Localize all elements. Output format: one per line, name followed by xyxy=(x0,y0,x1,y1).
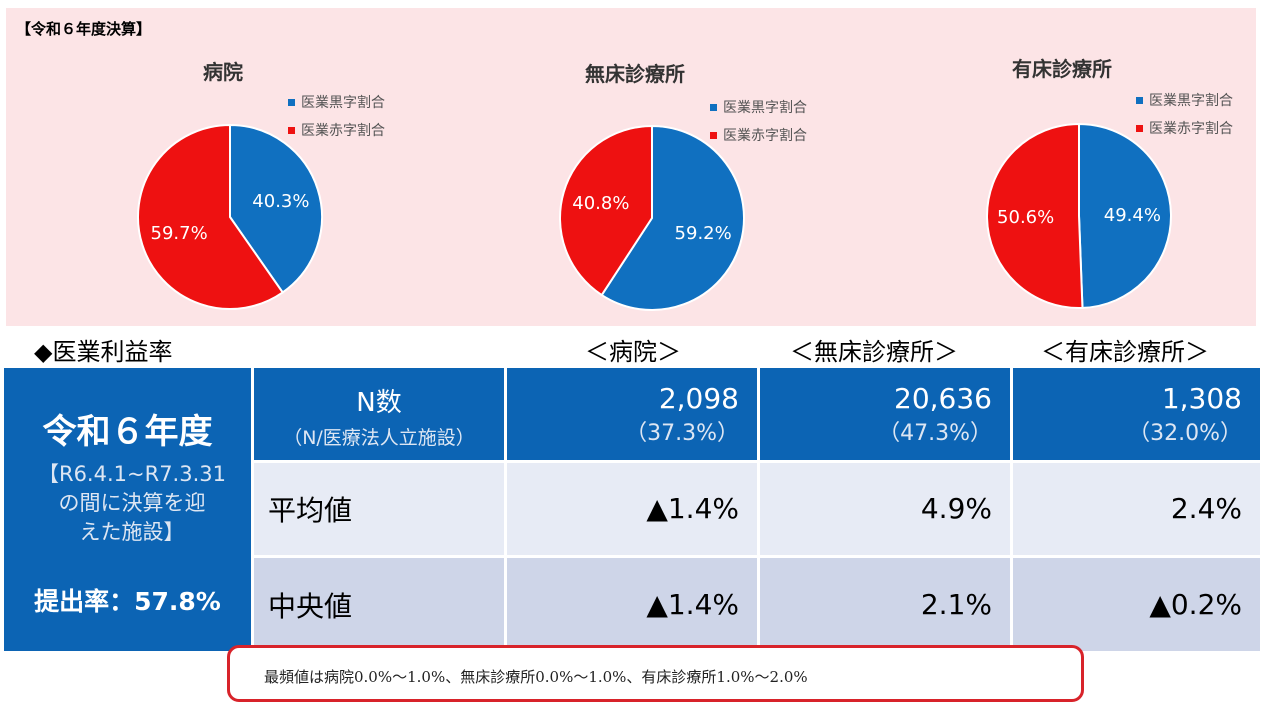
pie-slice-label: 50.6% xyxy=(997,207,1054,228)
section-title: ◆医業利益率 xyxy=(34,338,173,366)
pie-slice-deficit xyxy=(137,123,285,310)
mean-bedded-clinic: 2.4% xyxy=(1013,463,1260,555)
pie-slice-deficit xyxy=(986,122,1084,309)
pie-chart-bedded-clinic: 49.4% 50.6% xyxy=(986,122,1172,309)
legend-hospital: 医業黒字割合 医業赤字割合 xyxy=(288,88,385,144)
n-count-pct: （37.3%） xyxy=(625,421,739,446)
fiscal-year-title: 令和６年度 xyxy=(42,412,213,452)
n-count-pct: （47.3%） xyxy=(878,421,992,446)
n-count-value: 20,636 xyxy=(894,382,992,415)
legend-item-surplus: 医業黒字割合 xyxy=(288,88,385,116)
column-title-unbedded-clinic: ＜無床診療所＞ xyxy=(790,338,958,366)
column-title-bedded-clinic: ＜有床診療所＞ xyxy=(1041,338,1209,366)
legend-item-surplus: 医業黒字割合 xyxy=(1136,86,1233,114)
median-bedded-clinic: ▲0.2% xyxy=(1013,558,1260,651)
mean-unbedded-clinic: 4.9% xyxy=(760,463,1010,555)
n-count-value: 2,098 xyxy=(658,382,739,415)
pie-title-hospital: 病院 xyxy=(203,60,243,84)
n-count-hospital: 2,098 （37.3%） xyxy=(507,368,757,460)
n-count-value: 1,308 xyxy=(1161,382,1242,415)
legend-item-deficit: 医業赤字割合 xyxy=(710,121,807,149)
n-count-bedded-clinic: 1,308 （32.0%） xyxy=(1013,368,1260,460)
legend-swatch-blue xyxy=(1136,96,1143,104)
legend-swatch-red xyxy=(710,131,717,139)
pie-chart-panel: 【令和６年度決算】 病院 医業黒字割合 医業赤字割合 40.3% 59.7% 無床… xyxy=(6,8,1256,326)
pie-slice-surplus xyxy=(600,124,745,311)
pie-slice-label: 49.4% xyxy=(1104,205,1161,226)
column-title-hospital: ＜病院＞ xyxy=(585,338,681,366)
pie-title-unbedded-clinic: 無床診療所 xyxy=(585,62,685,86)
pie-slice-deficit xyxy=(559,124,653,297)
pie-slice-label: 59.7% xyxy=(151,223,208,244)
pie-title-bedded-clinic: 有床診療所 xyxy=(1012,57,1112,81)
period-line: 【R6.4.1~R7.3.31 xyxy=(37,462,226,486)
legend-item-deficit: 医業赤字割合 xyxy=(288,116,385,144)
submission-rate: 提出率：57.8% xyxy=(34,587,221,616)
period-line: の間に決算を迎 xyxy=(58,491,206,515)
pie-chart-hospital: 40.3% 59.7% xyxy=(137,123,323,310)
legend-unbedded-clinic: 医業黒字割合 医業赤字割合 xyxy=(710,93,807,149)
legend-swatch-blue xyxy=(710,103,717,111)
pie-slice-label: 40.8% xyxy=(572,193,629,214)
pie-slice-surplus xyxy=(1078,122,1172,309)
period-line: えた施設】 xyxy=(79,520,185,544)
fiscal-year-block: 令和６年度 【R6.4.1~R7.3.31 の間に決算を迎 えた施設】 提出率：… xyxy=(4,368,251,651)
legend-swatch-red xyxy=(1136,124,1143,132)
legend-item-deficit: 医業赤字割合 xyxy=(1136,114,1233,142)
legend-bedded-clinic: 医業黒字割合 医業赤字割合 xyxy=(1136,86,1233,142)
n-count-label: N数 xyxy=(356,388,402,418)
mode-note-box: 最頻値は病院0.0%～1.0%、無床診療所0.0%～1.0%、有床診療所1.0%… xyxy=(227,645,1084,702)
n-count-unbedded-clinic: 20,636 （47.3%） xyxy=(760,368,1010,460)
n-count-pct: （32.0%） xyxy=(1128,421,1242,446)
legend-swatch-blue xyxy=(288,98,295,106)
row-label-mean: 平均値 xyxy=(254,463,504,555)
median-unbedded-clinic: 2.1% xyxy=(760,558,1010,651)
pie-slice-surplus xyxy=(229,123,323,294)
panel-title: 【令和６年度決算】 xyxy=(16,20,152,38)
mean-hospital: ▲1.4% xyxy=(507,463,757,555)
row-label-median: 中央値 xyxy=(254,558,504,651)
profit-rate-table: 令和６年度 【R6.4.1~R7.3.31 の間に決算を迎 えた施設】 提出率：… xyxy=(4,368,1260,651)
pie-slice-label: 59.2% xyxy=(675,223,732,244)
pie-chart-unbedded-clinic: 59.2% 40.8% xyxy=(559,124,745,311)
pie-slice-label: 40.3% xyxy=(252,191,309,212)
legend-swatch-red xyxy=(288,126,295,134)
fiscal-period: 【R6.4.1~R7.3.31 の間に決算を迎 えた施設】 xyxy=(22,460,242,547)
n-count-sublabel: （N/医療法人立施設） xyxy=(283,427,475,449)
n-count-header: N数 （N/医療法人立施設） xyxy=(254,368,504,460)
legend-item-surplus: 医業黒字割合 xyxy=(710,93,807,121)
median-hospital: ▲1.4% xyxy=(507,558,757,651)
mode-note: 最頻値は病院0.0%～1.0%、無床診療所0.0%～1.0%、有床診療所1.0%… xyxy=(264,668,808,686)
